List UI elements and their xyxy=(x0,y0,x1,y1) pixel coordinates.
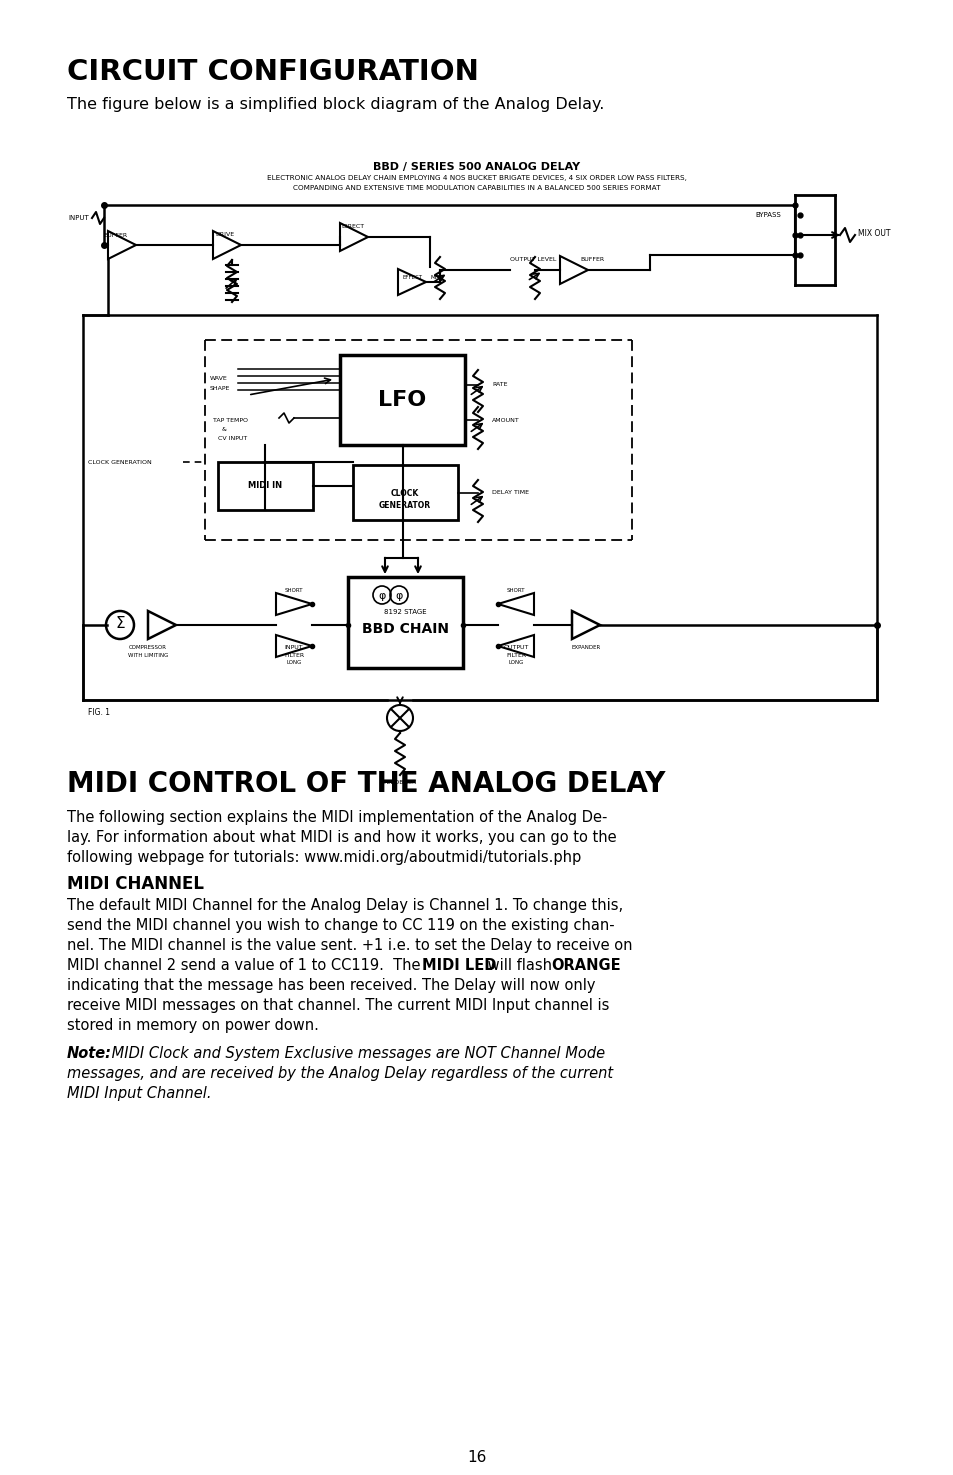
Text: 8192 STAGE: 8192 STAGE xyxy=(384,609,426,615)
Text: SHORT: SHORT xyxy=(506,589,525,593)
Text: CIRCUIT CONFIGURATION: CIRCUIT CONFIGURATION xyxy=(67,58,478,86)
Text: COMPANDING AND EXTENSIVE TIME MODULATION CAPABILITIES IN A BALANCED 500 SERIES F: COMPANDING AND EXTENSIVE TIME MODULATION… xyxy=(293,184,660,190)
Text: OUTPUT: OUTPUT xyxy=(503,645,528,650)
Text: The following section explains the MIDI implementation of the Analog De-: The following section explains the MIDI … xyxy=(67,810,607,825)
Text: SHAPE: SHAPE xyxy=(210,386,230,391)
Text: Note:: Note: xyxy=(67,1046,112,1061)
Text: BYPASS: BYPASS xyxy=(754,212,780,218)
Bar xyxy=(353,465,457,521)
Text: MIDI CHANNEL: MIDI CHANNEL xyxy=(67,875,204,892)
Bar xyxy=(339,355,464,445)
Text: BUFFER: BUFFER xyxy=(103,233,127,237)
Text: BUFFER: BUFFER xyxy=(579,257,603,263)
Text: stored in memory on power down.: stored in memory on power down. xyxy=(67,1018,318,1032)
Text: nel. The MIDI channel is the value sent. +1 i.e. to set the Delay to receive on: nel. The MIDI channel is the value sent.… xyxy=(67,938,632,953)
Text: MIX: MIX xyxy=(431,274,440,280)
Text: messages, and are received by the Analog Delay regardless of the current: messages, and are received by the Analog… xyxy=(67,1066,613,1081)
Text: FILTER: FILTER xyxy=(284,653,304,658)
Text: FEEDBACK: FEEDBACK xyxy=(383,780,416,785)
Text: BBD / SERIES 500 ANALOG DELAY: BBD / SERIES 500 ANALOG DELAY xyxy=(373,162,580,173)
Bar xyxy=(348,577,462,668)
Text: MIDI IN: MIDI IN xyxy=(248,481,282,491)
Text: MIDI CONTROL OF THE ANALOG DELAY: MIDI CONTROL OF THE ANALOG DELAY xyxy=(67,770,665,798)
Text: AMOUNT: AMOUNT xyxy=(492,419,519,423)
Text: CLOCK: CLOCK xyxy=(391,488,418,497)
Text: MIX OUT: MIX OUT xyxy=(857,229,889,237)
Text: following webpage for tutorials: www.midi.org/aboutmidi/tutorials.php: following webpage for tutorials: www.mid… xyxy=(67,850,580,864)
Text: The default MIDI Channel for the Analog Delay is Channel 1. To change this,: The default MIDI Channel for the Analog … xyxy=(67,898,622,913)
Text: MIDI Input Channel.: MIDI Input Channel. xyxy=(67,1086,212,1100)
Text: SHORT: SHORT xyxy=(284,589,303,593)
Text: &: & xyxy=(222,426,227,432)
Text: MIDI LED: MIDI LED xyxy=(421,957,496,974)
Text: The figure below is a simplified block diagram of the Analog Delay.: The figure below is a simplified block d… xyxy=(67,97,604,112)
Text: RATE: RATE xyxy=(492,382,507,386)
Text: will flash: will flash xyxy=(482,957,556,974)
Text: INPUT: INPUT xyxy=(68,215,89,221)
Text: MIDI Clock and System Exclusive messages are NOT Channel Mode: MIDI Clock and System Exclusive messages… xyxy=(107,1046,604,1061)
Text: CLOCK GENERATION: CLOCK GENERATION xyxy=(88,460,152,465)
Text: WAVE: WAVE xyxy=(210,376,228,381)
Text: OUTPUT LEVEL: OUTPUT LEVEL xyxy=(510,257,556,263)
Text: CV INPUT: CV INPUT xyxy=(218,437,247,441)
Text: Σ: Σ xyxy=(115,617,125,631)
Text: GENERATOR: GENERATOR xyxy=(378,500,431,509)
Text: MIDI channel 2 send a value of 1 to CC119.  The: MIDI channel 2 send a value of 1 to CC11… xyxy=(67,957,425,974)
Text: BBD CHAIN: BBD CHAIN xyxy=(361,622,449,636)
Text: FILTER: FILTER xyxy=(505,653,525,658)
Text: DELAY TIME: DELAY TIME xyxy=(492,491,529,496)
Text: ORANGE: ORANGE xyxy=(551,957,620,974)
Text: TAP TEMPO: TAP TEMPO xyxy=(213,417,248,423)
Text: lay. For information about what MIDI is and how it works, you can go to the: lay. For information about what MIDI is … xyxy=(67,830,616,845)
Bar xyxy=(218,462,313,510)
Text: ELECTRONIC ANALOG DELAY CHAIN EMPLOYING 4 NOS BUCKET BRIGATE DEVICES, 4 SIX ORDE: ELECTRONIC ANALOG DELAY CHAIN EMPLOYING … xyxy=(267,176,686,181)
Text: send the MIDI channel you wish to change to CC 119 on the existing chan-: send the MIDI channel you wish to change… xyxy=(67,917,614,934)
Text: EFFECT: EFFECT xyxy=(402,274,422,280)
Text: FIG. 1: FIG. 1 xyxy=(88,708,110,717)
Text: 16: 16 xyxy=(467,1450,486,1465)
Text: φ: φ xyxy=(395,591,402,600)
Text: indicating that the message has been received. The Delay will now only: indicating that the message has been rec… xyxy=(67,978,595,993)
Text: INPUT: INPUT xyxy=(284,645,303,650)
Text: LONG: LONG xyxy=(286,659,301,665)
Text: EXPANDER: EXPANDER xyxy=(571,645,600,650)
Text: WITH LIMITING: WITH LIMITING xyxy=(128,653,168,658)
Text: LONG: LONG xyxy=(508,659,523,665)
Text: DIRECT: DIRECT xyxy=(341,224,364,229)
Text: LFO: LFO xyxy=(378,389,426,410)
Text: receive MIDI messages on that channel. The current MIDI Input channel is: receive MIDI messages on that channel. T… xyxy=(67,999,609,1013)
Text: φ: φ xyxy=(378,591,385,600)
Text: DRIVE: DRIVE xyxy=(215,232,234,237)
Text: COMPRESSOR: COMPRESSOR xyxy=(129,645,167,650)
